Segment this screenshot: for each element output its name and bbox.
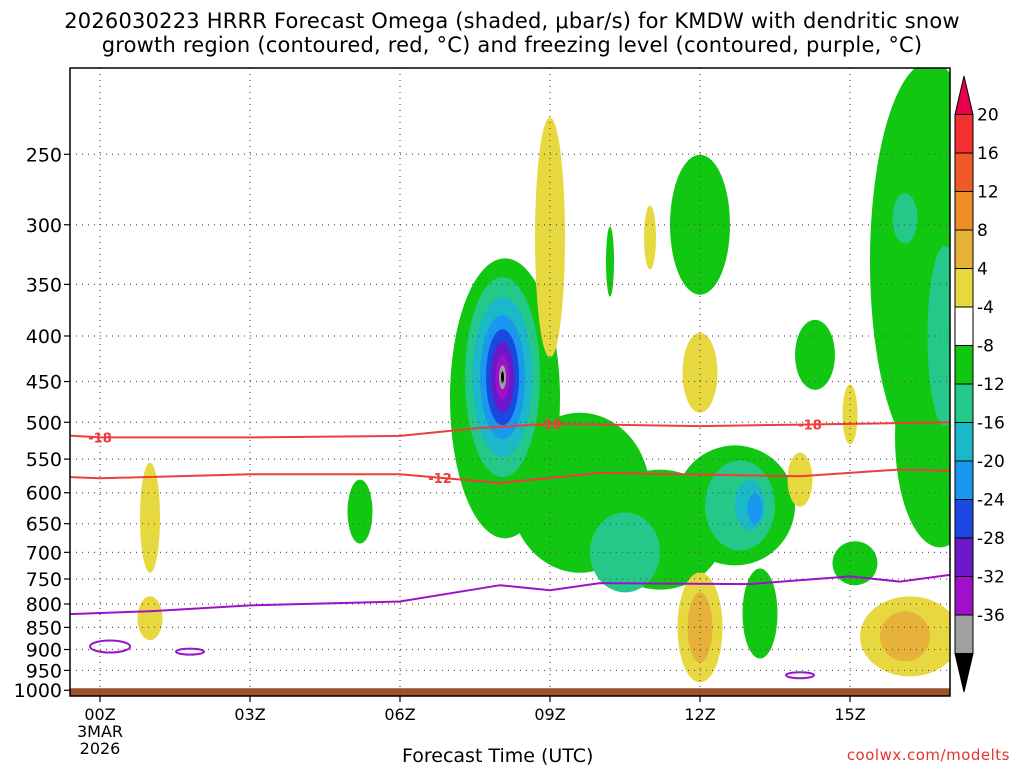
colorbar-label: -4 xyxy=(977,298,994,318)
omega-region xyxy=(880,611,930,662)
x-date-label: 3MAR xyxy=(77,722,123,741)
colorbar-segment xyxy=(954,422,974,462)
colorbar-label: -20 xyxy=(977,452,1005,472)
freezing-level-contour xyxy=(89,639,131,654)
colorbar-cap xyxy=(954,75,974,115)
omega-region xyxy=(140,462,160,573)
colorbar-segment xyxy=(954,306,974,346)
dendritic-contour xyxy=(70,468,950,485)
colorbar-label: 12 xyxy=(977,183,999,203)
y-tick-label: 450 xyxy=(26,372,62,394)
colorbar-segment xyxy=(954,576,974,616)
omega-region xyxy=(501,371,504,384)
omega-shading xyxy=(137,68,950,683)
contour-label: -18 xyxy=(88,431,112,446)
chart-title-line2: growth region (contoured, red, °C) and f… xyxy=(101,33,923,57)
colorbar-label: -28 xyxy=(977,529,1005,549)
omega-region xyxy=(742,568,778,659)
colorbar: 20 16 12 8 4 -4 -8 -12 -16 -20 -24 -28 -32 -36 xyxy=(954,75,1005,693)
colorbar-segment xyxy=(954,614,974,654)
omega-region xyxy=(347,479,373,544)
omega-region xyxy=(795,319,835,390)
colorbar-segment xyxy=(954,268,974,308)
y-tick-label: 1000 xyxy=(14,680,62,702)
omega-region xyxy=(927,246,950,426)
x-tick-label: 12Z xyxy=(684,705,715,724)
freezing-level-contour xyxy=(70,573,950,616)
colorbar-label: -16 xyxy=(977,414,1005,434)
omega-region xyxy=(747,493,763,524)
colorbar-segment xyxy=(954,229,974,269)
y-tick-label: 950 xyxy=(26,660,62,682)
y-tick-label: 850 xyxy=(26,617,62,639)
colorbar-cap xyxy=(954,653,974,693)
colorbar-label: -36 xyxy=(977,606,1005,626)
dendritic-contour xyxy=(70,421,950,439)
colorbar-segment xyxy=(954,114,974,154)
colorbar-label: 16 xyxy=(977,144,999,164)
y-tick-label: 700 xyxy=(26,542,62,564)
colorbar-label: -24 xyxy=(977,491,1005,511)
x-tick-label: 09Z xyxy=(534,705,565,724)
contour-label: -12 xyxy=(428,472,452,487)
y-tick-label: 750 xyxy=(26,569,62,591)
watermark: coolwx.com/modelts xyxy=(846,746,1010,764)
omega-region xyxy=(682,332,718,413)
omega-region xyxy=(787,452,813,507)
omega-region xyxy=(535,117,565,358)
y-axis: 2503003504004505005506006507007508008509… xyxy=(14,144,70,702)
omega-region xyxy=(644,205,656,270)
y-tick-label: 300 xyxy=(26,215,62,237)
x-axis-title: Forecast Time (UTC) xyxy=(402,745,594,767)
omega-region xyxy=(832,541,878,586)
freezing-level-contour xyxy=(175,647,205,656)
omega-region xyxy=(842,384,858,445)
colorbar-label: -8 xyxy=(977,337,994,357)
x-tick-label: 03Z xyxy=(234,705,265,724)
y-tick-label: 600 xyxy=(26,483,62,505)
y-tick-label: 800 xyxy=(26,594,62,616)
omega-region xyxy=(892,193,918,244)
colorbar-label: 4 xyxy=(977,260,988,280)
temperature-contours: -18 -18 -18 -12 xyxy=(70,418,950,680)
contour-label: -18 xyxy=(798,418,822,433)
freezing-level-contour xyxy=(785,671,815,680)
colorbar-segment xyxy=(954,345,974,385)
ground-layer xyxy=(70,688,950,696)
colorbar-label: 20 xyxy=(977,106,999,126)
y-tick-label: 400 xyxy=(26,326,62,348)
omega-region xyxy=(590,512,660,593)
x-tick-label: 06Z xyxy=(384,705,415,724)
colorbar-segment xyxy=(954,460,974,500)
colorbar-label: -32 xyxy=(977,568,1005,588)
colorbar-segment xyxy=(954,152,974,192)
omega-region xyxy=(606,226,614,297)
x-tick-label: 15Z xyxy=(834,705,865,724)
y-tick-label: 650 xyxy=(26,514,62,536)
y-tick-label: 350 xyxy=(26,274,62,296)
colorbar-segment xyxy=(954,383,974,423)
colorbar-segment xyxy=(954,499,974,539)
y-tick-label: 900 xyxy=(26,640,62,662)
chart-title-line1: 2026030223 HRRR Forecast Omega (shaded, … xyxy=(64,9,960,33)
y-tick-label: 250 xyxy=(26,144,62,166)
y-tick-label: 550 xyxy=(26,449,62,471)
x-date-label: 2026 xyxy=(80,739,121,758)
ground-surface xyxy=(70,688,950,696)
colorbar-label: -12 xyxy=(977,375,1005,395)
contour-label: -18 xyxy=(538,418,562,433)
colorbar-segment xyxy=(954,537,974,577)
colorbar-label: 8 xyxy=(977,221,988,241)
x-tick-label: 00Z xyxy=(84,705,115,724)
colorbar-segment xyxy=(954,191,974,231)
omega-region xyxy=(137,596,163,641)
y-tick-label: 500 xyxy=(26,412,62,434)
